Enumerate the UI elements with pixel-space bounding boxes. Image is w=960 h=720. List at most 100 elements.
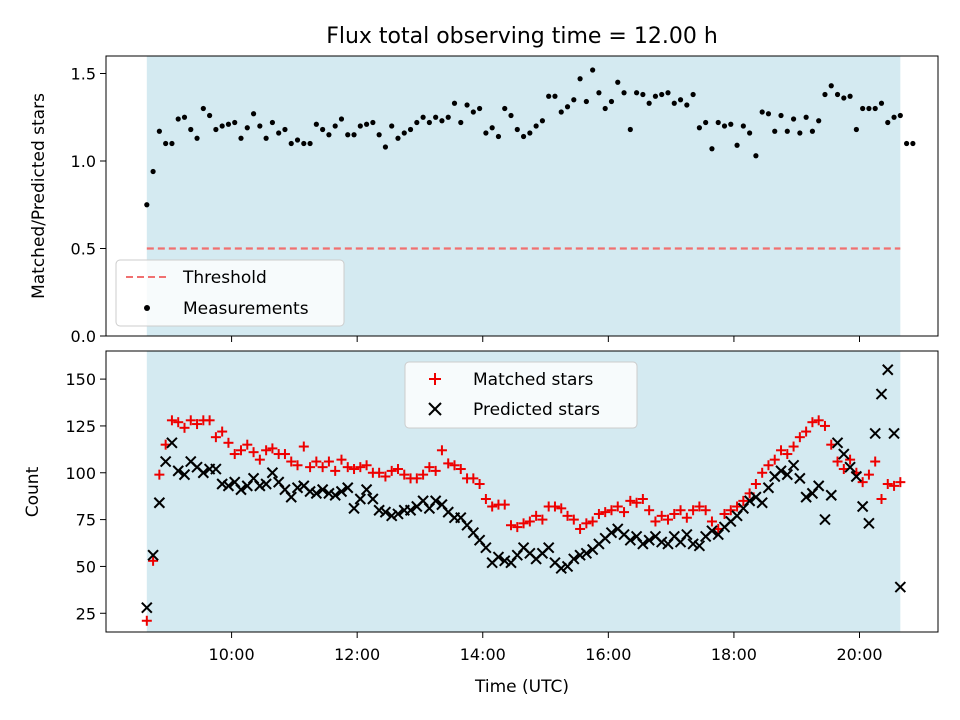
matched-star-point [342, 462, 353, 473]
predicted-star-point [681, 528, 693, 541]
matched-star-point [455, 464, 466, 475]
predicted-star-point [850, 470, 863, 483]
predicted-star-point [266, 467, 279, 479]
matched-star-point [361, 460, 372, 471]
matched-star-point [305, 462, 316, 473]
predicted-star-point [260, 478, 272, 490]
matched-star-point [248, 447, 259, 458]
measurement-point [288, 140, 294, 147]
matched-star-point [876, 493, 887, 504]
matched-star-point [631, 497, 642, 508]
measurement-point [633, 90, 640, 96]
chart-title: Flux total observing time = 12.00 h [326, 24, 718, 49]
measurement-point [690, 91, 696, 98]
predicted-star-point [373, 504, 385, 516]
measurement-point [351, 132, 357, 138]
matched-star-point [895, 477, 906, 488]
measurement-point [784, 128, 790, 134]
matched-star-point [619, 507, 630, 518]
ratio-y-axis-label: Matched/Predicted stars [29, 93, 49, 299]
measurement-point [144, 202, 150, 208]
matched-star-point [719, 508, 730, 519]
predicted-star-point [291, 482, 304, 494]
measurement-point [426, 119, 432, 126]
matched-star-point [386, 465, 397, 476]
matched-star-point [725, 505, 736, 516]
predicted-star-point [492, 551, 505, 563]
matched-star-point [487, 501, 498, 512]
predicted-star-point [304, 485, 316, 498]
matched-star-point [656, 510, 667, 521]
matched-star-point [349, 464, 360, 475]
predicted-star-point [354, 493, 367, 505]
predicted-star-point [379, 506, 392, 518]
measurement-point [596, 90, 602, 96]
measurement-point [665, 90, 671, 96]
matched-star-point [537, 514, 548, 525]
measurement-point [414, 119, 420, 126]
measurement-point [564, 104, 571, 110]
measurement-point [395, 135, 401, 141]
predicted-star-point [882, 364, 894, 376]
matched-star-point [242, 439, 253, 450]
matched-star-point [311, 456, 322, 467]
matched-star-point [669, 508, 680, 519]
matched-star-point [141, 615, 152, 626]
measurement-point [363, 121, 370, 127]
predicted-star-point [762, 482, 775, 494]
measurement-point [652, 93, 659, 99]
matched-star-point [424, 462, 435, 473]
predicted-star-point [210, 463, 222, 475]
measurement-point [533, 123, 539, 129]
matched-star-point [593, 508, 604, 519]
matched-star-point [286, 456, 297, 467]
measurement-point [382, 144, 389, 150]
matched-star-point [675, 505, 686, 516]
x-tick-label: 18:00 [711, 645, 757, 664]
measurements-legend-label: Measurements [183, 299, 309, 319]
matched-star-point [549, 501, 560, 512]
matched-star-point [568, 514, 579, 525]
predicted-star-point [348, 502, 360, 515]
predicted-star-point [542, 541, 555, 554]
matched-star-point [819, 420, 830, 431]
matched-star-point [606, 505, 617, 516]
measurement-point [257, 123, 263, 129]
measurement-point [420, 114, 426, 120]
ratio-legend-box [115, 259, 345, 327]
predicted-star-point [693, 540, 706, 552]
count-panel: 25 50 75 100 125 150 10:00 12:00 14:00 16:00 18:0… [23, 350, 939, 697]
matched-star-point [261, 445, 272, 456]
measurement-point [703, 119, 709, 126]
matched-star-point [531, 510, 542, 521]
predicted-star-point [819, 513, 831, 526]
count-plot-frame [105, 350, 939, 633]
matched-star-point [323, 456, 334, 467]
predicted-star-point [869, 427, 881, 440]
measurement-points [144, 67, 916, 208]
measurement-point [621, 90, 627, 96]
matched-star-point [587, 516, 598, 527]
measurement-point [659, 91, 665, 98]
matched-star-point [166, 415, 177, 426]
predicted-star-point [141, 601, 153, 614]
matched-star-point [173, 417, 184, 428]
measurement-point [150, 168, 156, 175]
predicted-star-point [844, 461, 856, 473]
matched-star-point [757, 467, 768, 478]
measurement-point [483, 130, 489, 136]
measurement-point [608, 98, 615, 105]
measurement-point [232, 119, 238, 126]
matched-star-point [443, 458, 454, 469]
measurement-point [891, 114, 897, 120]
matched-star-point [148, 555, 159, 566]
matched-star-point [581, 518, 592, 529]
predicted-star-point [235, 483, 247, 496]
measurement-point [332, 123, 338, 129]
predicted-star-point [310, 487, 323, 500]
predicted-star-point [781, 468, 794, 481]
measurement-point [357, 123, 363, 129]
predicted-star-point [342, 482, 354, 494]
measurement-point [514, 126, 520, 133]
matched-star-point [738, 495, 749, 506]
